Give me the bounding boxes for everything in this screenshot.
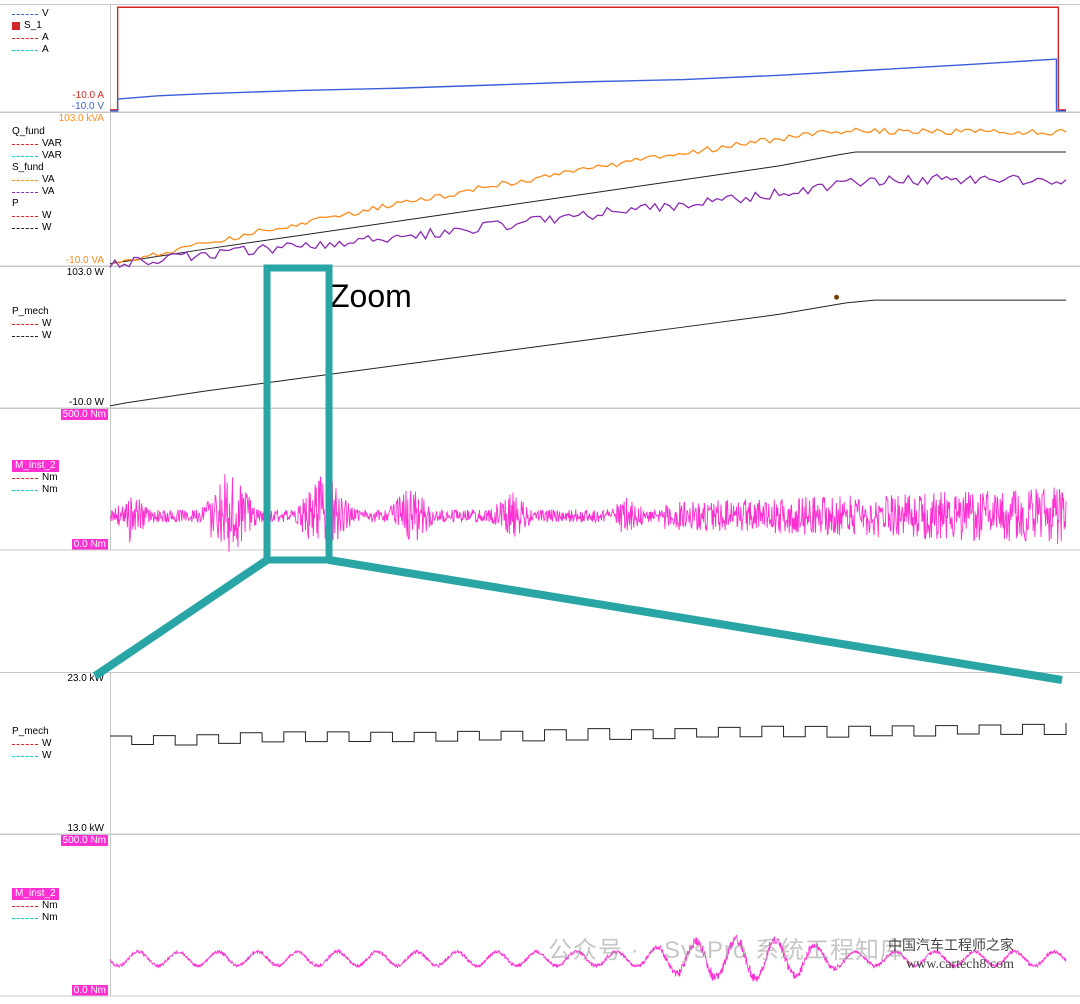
chart-svg-layer [0, 0, 1080, 1004]
watermark-site-line1: 中国汽车工程师之家 [888, 938, 1014, 956]
watermark-wechat: 公众号 · · SysPro 系统工程知库 [548, 930, 905, 965]
watermark-site-line2: www.cartech8.com [888, 956, 1014, 974]
watermark-site: 中国汽车工程师之家 www.cartech8.com [888, 938, 1014, 974]
